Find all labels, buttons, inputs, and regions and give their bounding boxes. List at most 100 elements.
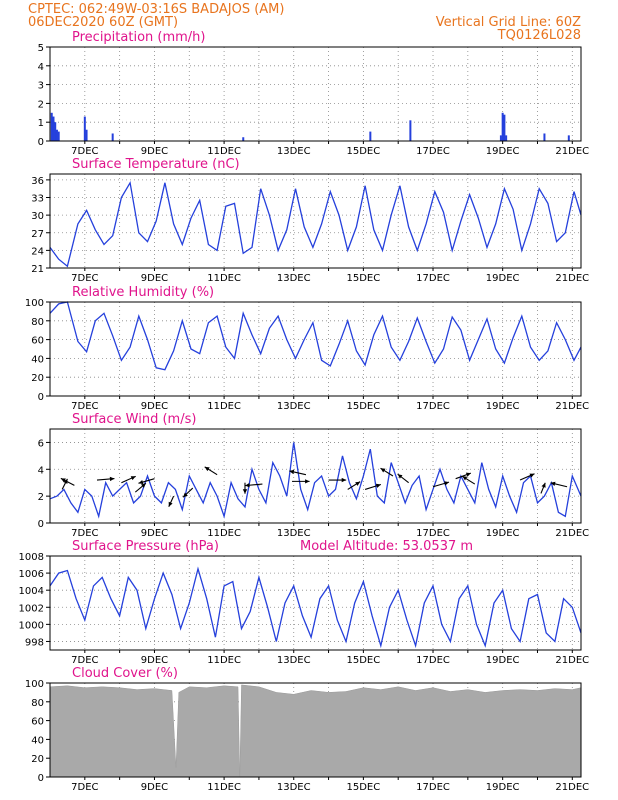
x-tick-label: 17DEC: [416, 146, 450, 157]
x-tick-label: 17DEC: [416, 401, 450, 412]
y-tick-label: 100: [25, 298, 44, 309]
x-tick-label: 7DEC: [71, 655, 98, 666]
precip-bar: [54, 122, 57, 141]
x-tick-label: 11DEC: [207, 273, 241, 284]
panel-title: Surface Pressure (hPa): [72, 539, 219, 554]
x-tick-label: 9DEC: [141, 782, 168, 793]
y-tick-label: 998: [25, 637, 44, 648]
x-tick-label: 15DEC: [347, 782, 381, 793]
panel-precipitation: Precipitation (mm/h) 0 1 2 3 4 5 7DEC 9DEC 11DEC…: [38, 30, 590, 157]
x-tick-label: 11DEC: [207, 146, 241, 157]
y-tick-label: 2: [38, 99, 44, 110]
y-tick-label: 1008: [19, 552, 44, 563]
model-altitude: Model Altitude: 53.0537 m: [300, 539, 473, 554]
y-tick-label: 1000: [19, 620, 44, 631]
x-tick-label: 21DEC: [555, 655, 589, 666]
x-tick-label: 21DEC: [555, 273, 589, 284]
plot-frame: [49, 428, 582, 524]
precip-bar: [111, 133, 114, 141]
x-tick-label: 13DEC: [277, 146, 311, 157]
precip-bar: [503, 114, 506, 141]
wind-arrow-head: [204, 466, 210, 472]
wind-arrow-head: [141, 483, 146, 488]
x-tick-label: 21DEC: [555, 401, 589, 412]
panel-title: Surface Wind (m/s): [72, 412, 196, 427]
panel-temperature: Surface Temperature (nC) 21 24 27 30 33 36 7DE…: [31, 157, 589, 284]
y-tick-label: 80: [31, 698, 44, 709]
wind-arrow-head: [168, 501, 173, 507]
plot-frame: [49, 46, 582, 142]
x-tick-label: 7DEC: [71, 528, 98, 539]
series-line: [49, 566, 582, 649]
x-tick-label: 9DEC: [141, 528, 168, 539]
x-tick-label: 7DEC: [71, 782, 98, 793]
header-code: TQ0126L028: [497, 28, 581, 43]
series-line: [49, 442, 582, 519]
y-tick-label: 20: [31, 754, 44, 765]
y-tick-label: 24: [31, 246, 44, 257]
panel-wind: Surface Wind (m/s) 0 2 4 6 7DEC 9DEC 11DEC 13DE…: [38, 412, 590, 539]
wind-arrow-head: [60, 478, 66, 483]
precip-bar: [242, 137, 245, 141]
y-tick-label: 60: [31, 717, 44, 728]
wind-arrow-head: [375, 483, 381, 488]
y-tick-label: 80: [31, 317, 44, 328]
panel-title: Relative Humidity (%): [72, 285, 214, 300]
wind-arrow-head: [245, 483, 250, 488]
x-tick-label: 15DEC: [347, 655, 381, 666]
x-tick-label: 7DEC: [71, 146, 98, 157]
cloud-area: [49, 684, 582, 778]
x-tick-label: 21DEC: [555, 146, 589, 157]
y-tick-label: 40: [31, 354, 44, 365]
header-station: CPTEC: 062:49W-03:16S BADAJOS (AM): [28, 2, 284, 17]
x-tick-label: 19DEC: [486, 782, 520, 793]
x-tick-label: 19DEC: [486, 273, 520, 284]
x-tick-label: 7DEC: [71, 401, 98, 412]
precip-bar: [409, 120, 412, 141]
x-tick-label: 15DEC: [347, 401, 381, 412]
panel-title: Cloud Cover (%): [72, 666, 178, 681]
panel-title: Surface Temperature (nC): [72, 157, 240, 172]
y-tick-label: 1006: [19, 569, 44, 580]
x-tick-label: 21DEC: [555, 782, 589, 793]
x-tick-label: 11DEC: [207, 782, 241, 793]
panel-humidity: Relative Humidity (%) 0 20 40 60 80 100 7DEC 9D…: [25, 285, 589, 412]
x-tick-label: 19DEC: [486, 401, 520, 412]
wind-arrow-head: [397, 474, 403, 479]
x-tick-label: 13DEC: [277, 782, 311, 793]
wind-arrow-head: [138, 480, 144, 485]
plot-frame: [49, 682, 582, 778]
wind-arrow-head: [380, 468, 386, 473]
wind-arrow-head: [355, 481, 361, 486]
wind-arrow-head: [465, 472, 471, 477]
y-tick-label: 20: [31, 373, 44, 384]
wind-arrow-head: [529, 473, 535, 478]
y-tick-label: 100: [25, 679, 44, 690]
wind-arrow-head: [444, 481, 449, 486]
header-grid-note: Vertical Grid Line: 60Z: [436, 15, 581, 30]
precip-bar: [55, 129, 58, 141]
panel-cloud-cover: Cloud Cover (%) 0 20 40 60 80 100 7DEC 9DEC 11DE…: [25, 666, 589, 793]
precip-bar: [369, 131, 372, 141]
x-tick-label: 11DEC: [207, 401, 241, 412]
x-tick-label: 19DEC: [486, 655, 520, 666]
y-tick-label: 21: [31, 264, 44, 275]
wind-arrow-head: [109, 476, 115, 482]
precip-bar: [83, 116, 86, 141]
x-tick-label: 21DEC: [555, 528, 589, 539]
wind-arrow-head: [305, 479, 310, 484]
precip-bar: [50, 112, 53, 141]
x-tick-label: 13DEC: [277, 655, 311, 666]
y-tick-label: 6: [38, 438, 44, 449]
x-tick-label: 17DEC: [416, 528, 450, 539]
y-tick-label: 2: [38, 492, 44, 503]
x-tick-label: 13DEC: [277, 528, 311, 539]
y-tick-label: 4: [38, 62, 44, 73]
x-tick-label: 17DEC: [416, 782, 450, 793]
y-tick-label: 4: [38, 465, 44, 476]
precip-bar: [501, 112, 504, 141]
y-tick-label: 27: [31, 229, 44, 240]
precip-bar: [499, 135, 502, 141]
y-tick-label: 40: [31, 735, 44, 746]
